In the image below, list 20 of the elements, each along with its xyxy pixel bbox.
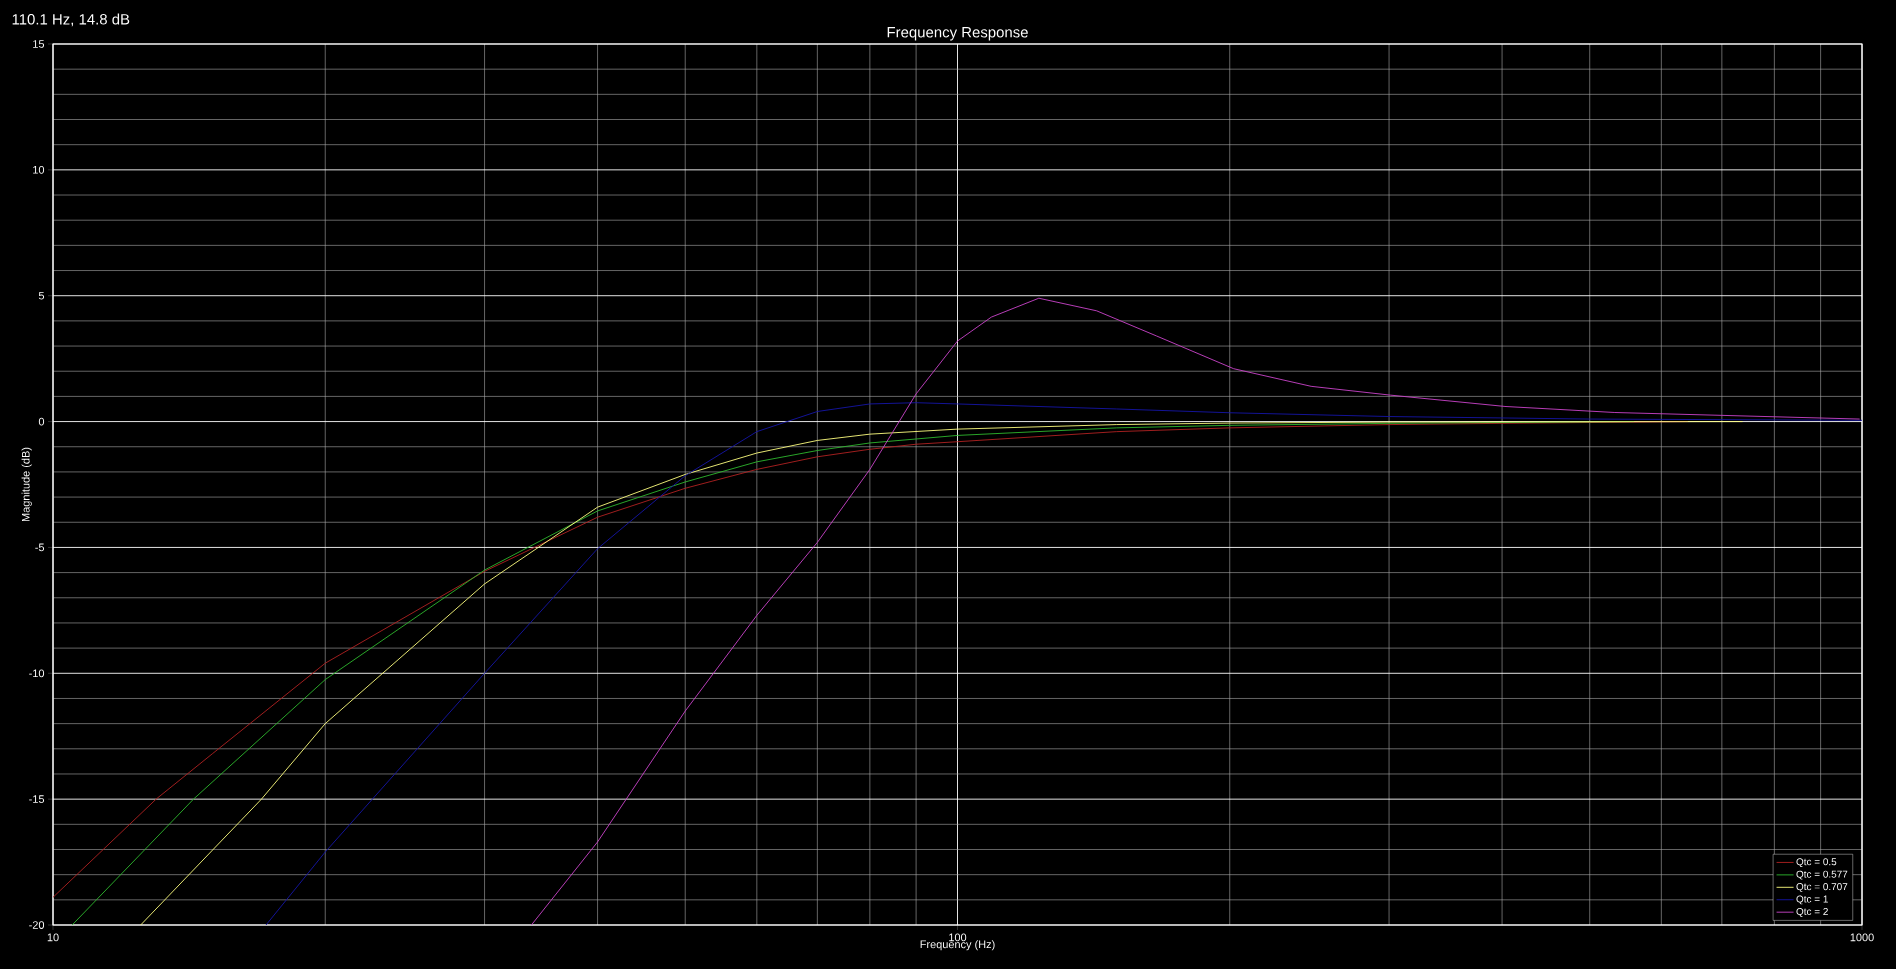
legend-label: Qtc = 1 bbox=[1796, 895, 1828, 905]
x-tick-label: 10 bbox=[47, 933, 59, 942]
y-tick-label: -5 bbox=[35, 543, 45, 552]
x-axis-title: Frequency (Hz) bbox=[920, 940, 995, 951]
y-tick-label: -20 bbox=[29, 921, 45, 929]
y-tick-label: -15 bbox=[29, 795, 45, 803]
text: 110.1 Hz, 14.8 dB bbox=[12, 13, 130, 27]
y-tick-label: -10 bbox=[29, 669, 45, 678]
y-tick-label: 5 bbox=[38, 291, 45, 300]
y-tick-label: 15 bbox=[33, 40, 45, 48]
x-tick-label: 1000 bbox=[1850, 933, 1874, 942]
x-tick-label: 100 bbox=[949, 933, 967, 942]
chart-title: Frequency Response bbox=[887, 27, 1028, 41]
y-tick-label: 0 bbox=[38, 417, 45, 426]
y-tick-label: 10 bbox=[33, 165, 45, 174]
legend-label: Qtc = 0.5 bbox=[1796, 858, 1837, 868]
y-axis-title: Magnitude (dB) bbox=[21, 447, 32, 522]
legend-label: Qtc = 2 bbox=[1796, 907, 1828, 917]
legend-label: Qtc = 0.577 bbox=[1796, 870, 1848, 880]
legend-label: Qtc = 0.707 bbox=[1796, 883, 1848, 892]
